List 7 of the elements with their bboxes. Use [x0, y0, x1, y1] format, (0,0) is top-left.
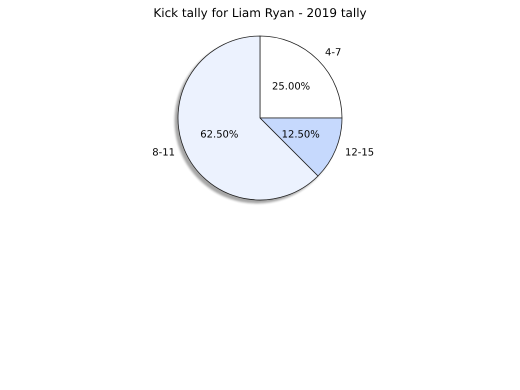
data-label: 12.50% [282, 129, 320, 140]
slice-label: 4-7 [325, 47, 342, 58]
data-label: 62.50% [200, 129, 238, 140]
slice-label: 12-15 [344, 148, 374, 159]
slice-label: 8-11 [152, 148, 176, 159]
data-label: 25.00% [272, 81, 310, 92]
chart-title: Kick tally for Liam Ryan - 2019 tally [153, 6, 367, 20]
